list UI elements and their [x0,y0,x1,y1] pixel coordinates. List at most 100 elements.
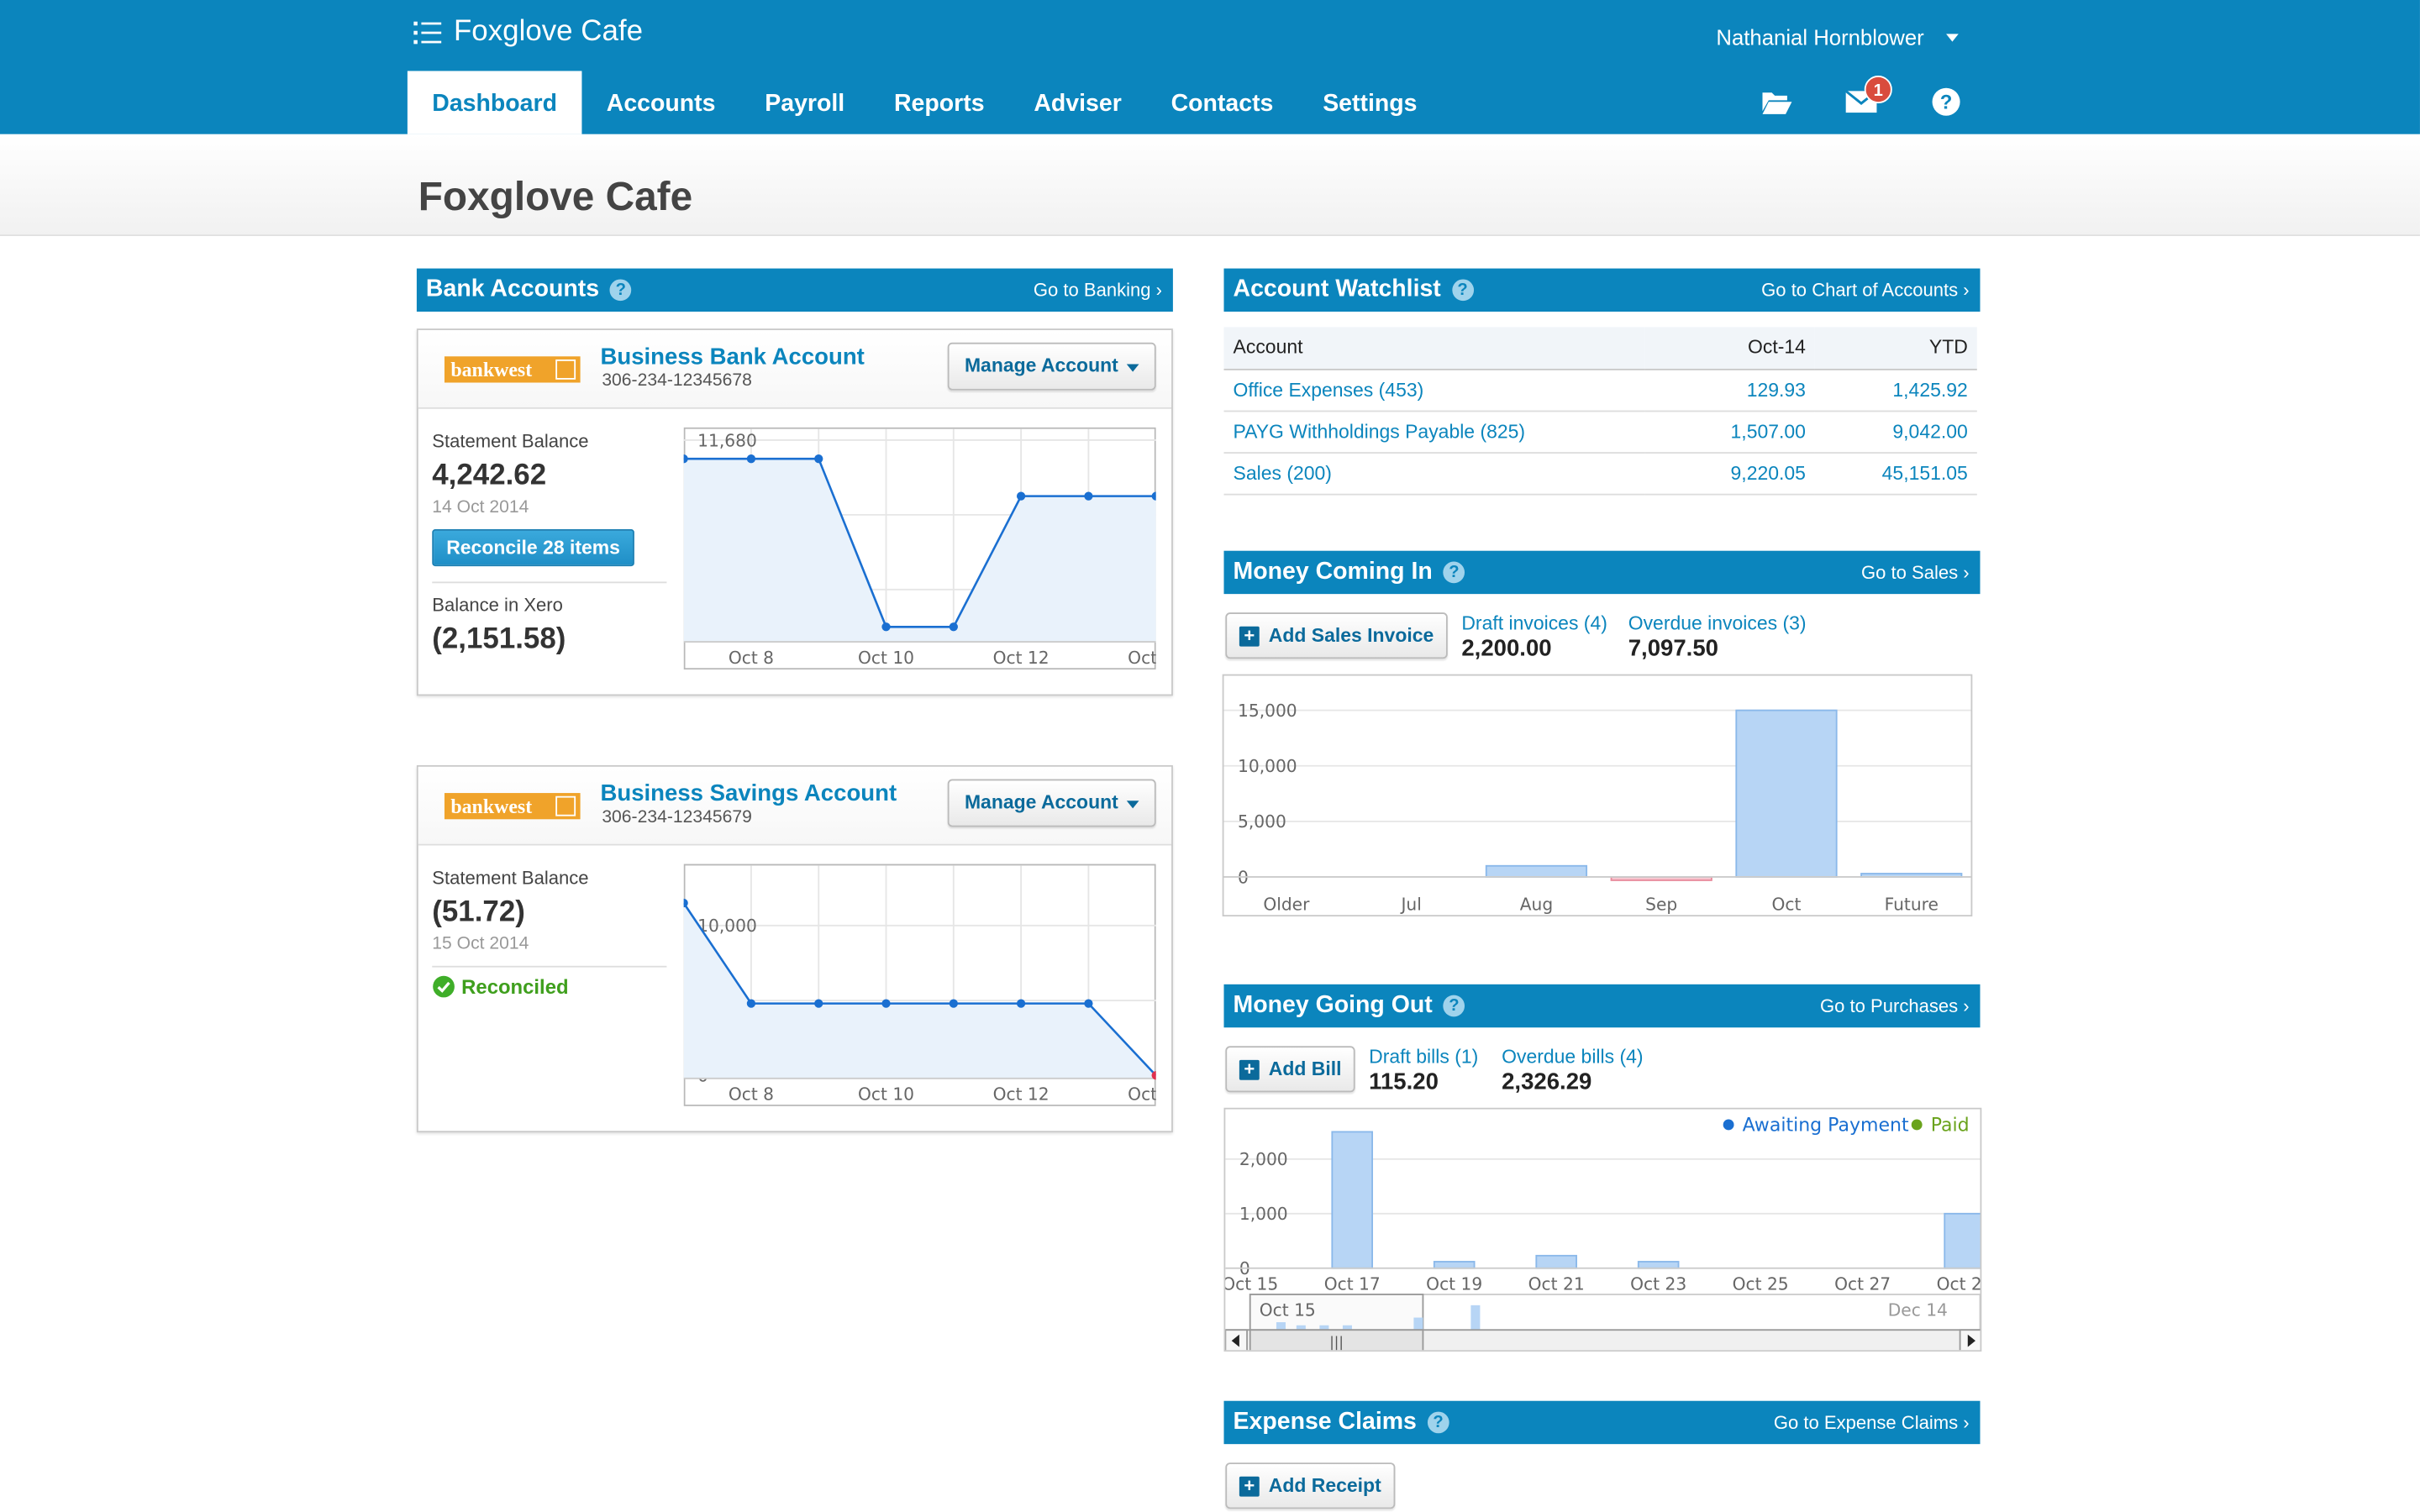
add-sales-invoice-button[interactable]: + Add Sales Invoice [1225,612,1448,659]
nav-contacts[interactable]: Contacts [1171,91,1274,118]
series-line [683,457,1156,628]
overdue-bills-link[interactable]: Overdue bills (4) [1502,1046,1644,1068]
data-point [1016,491,1026,501]
navigator-bar [1276,1322,1286,1331]
account-number: 306-234-12345679 [602,808,752,827]
money-coming-in-header: Money Coming In? Go to Sales › [1223,550,1981,595]
data-point [683,454,688,464]
x-tick-label: Oct 15 [1224,1273,1279,1294]
navigator-end-label: Dec 14 [1888,1300,1948,1320]
column-header: YTD [1814,327,1977,370]
draft-bills-link[interactable]: Draft bills (1) [1369,1046,1479,1068]
org-switcher[interactable]: Foxglove Cafe [413,15,643,49]
go-to-sales-link[interactable]: Go to Sales › [1861,561,1970,584]
help-icon[interactable]: ? [1443,561,1465,584]
series-area [683,459,1156,643]
legend-swatch [1723,1119,1734,1131]
add-receipt-button[interactable]: + Add Receipt [1225,1462,1396,1509]
x-tick-label: Jul [1399,895,1421,915]
x-tick-label: Oct 10 [858,1084,914,1105]
account-cell[interactable]: Office Expenses (453) [1223,368,1645,412]
scrollbar-grip: ||| [1329,1334,1344,1350]
account-cell[interactable]: Sales (200) [1223,452,1645,495]
ytd-cell[interactable]: 9,042.00 [1814,410,1977,454]
y-tick-label: 11,680 [697,430,757,450]
org-name: Foxglove Cafe [453,15,644,48]
folder-icon[interactable] [1760,85,1793,118]
ytd-cell[interactable]: 1,425.92 [1814,368,1977,412]
chevron-down-icon [1945,33,1959,41]
data-point [881,622,891,632]
manage-account-button[interactable]: Manage Account [947,342,1156,391]
month-cell[interactable]: 9,220.05 [1644,452,1815,495]
money-going-out-header: Money Going Out? Go to Purchases › [1223,984,1981,1028]
column-header: Account [1223,327,1645,370]
overdue-bills-value: 2,326.29 [1502,1068,1592,1096]
x-tick-label: Oct 12 [993,1084,1050,1105]
y-tick-label: 10,000 [1238,756,1297,776]
data-point [1016,999,1026,1008]
account-name[interactable]: Business Savings Account [600,780,897,807]
help-icon[interactable]: ? [1427,1411,1449,1434]
draft-invoices-value: 2,200.00 [1461,635,1552,662]
go-to-chart-of-accounts-link[interactable]: Go to Chart of Accounts › [1761,279,1970,302]
reconciled-status: Reconciled [432,975,569,998]
go-to-banking-link[interactable]: Go to Banking › [1033,279,1163,302]
section-title: Money Going Out [1233,991,1433,1019]
divider [432,581,667,584]
month-cell[interactable]: 1,507.00 [1644,410,1815,454]
add-bill-button[interactable]: + Add Bill [1225,1046,1356,1093]
mail-count-badge: 1 [1864,75,1892,104]
reconcile-button[interactable]: Reconcile 28 items [432,528,634,567]
plus-icon: + [1239,1059,1260,1080]
nav-reports[interactable]: Reports [893,91,985,118]
table-row[interactable]: Sales (200) 9,220.05 45,151.05 [1223,452,1977,495]
go-to-purchases-link[interactable]: Go to Purchases › [1819,995,1970,1017]
page-title: Foxglove Cafe [418,172,693,219]
table-row[interactable]: Office Expenses (453) 129.93 1,425.92 [1223,368,1977,412]
nav-accounts[interactable]: Accounts [606,91,716,118]
x-tick-label: Future [1885,895,1939,915]
ytd-cell[interactable]: 45,151.05 [1814,452,1977,495]
x-tick-label: Older [1263,895,1310,915]
y-tick-label: 15,000 [1238,701,1297,721]
main-nav: Dashboard Accounts Payroll Reports Advis… [407,71,1442,134]
navigator-bar [1470,1305,1481,1331]
nav-settings[interactable]: Settings [1323,91,1418,118]
data-point [814,999,823,1008]
plus-icon: + [1239,1477,1260,1497]
manage-account-button[interactable]: Manage Account [947,779,1156,827]
section-title: Expense Claims [1233,1408,1417,1436]
help-icon[interactable]: ? [1929,85,1963,118]
account-cell[interactable]: PAYG Withholdings Payable (825) [1223,410,1645,454]
nav-dashboard[interactable]: Dashboard [407,71,582,134]
x-tick-label: Oct 10 [858,648,914,668]
bank-account-card: bankwest Business Bank Account 306-234-1… [416,328,1173,696]
bank-account-header: bankwest Business Savings Account 306-23… [418,766,1172,846]
account-name[interactable]: Business Bank Account [600,344,865,370]
x-tick-label: Oct [1772,895,1802,915]
go-to-expense-claims-link[interactable]: Go to Expense Claims › [1773,1411,1970,1434]
chevron-down-icon [1126,801,1139,809]
logo-mark-icon [555,359,576,380]
x-tick-label: Oct 23 [1630,1273,1686,1294]
table-row[interactable]: PAYG Withholdings Payable (825) 1,507.00… [1223,410,1977,454]
overdue-invoices-link[interactable]: Overdue invoices (3) [1628,612,1807,634]
nav-adviser[interactable]: Adviser [1034,91,1122,118]
month-cell[interactable]: 129.93 [1644,368,1815,412]
menu-icon [413,21,442,45]
x-tick-label: Oct 25 [1733,1273,1789,1294]
x-tick-label: Sep [1645,895,1677,915]
xero-balance: (2,151.58) [432,623,566,656]
bar [1944,1212,1981,1269]
draft-invoices-link[interactable]: Draft invoices (4) [1461,612,1607,634]
nav-payroll[interactable]: Payroll [765,91,845,118]
x-tick-label: Oct 17 [1324,1273,1381,1294]
help-icon[interactable]: ? [609,279,632,302]
plus-icon: + [1239,627,1260,647]
help-icon[interactable]: ? [1451,279,1474,302]
statement-balance: (51.72) [432,896,525,929]
user-menu[interactable]: Nathanial Hornblower [1716,24,1959,50]
help-icon[interactable]: ? [1443,995,1465,1017]
data-point [881,999,891,1008]
